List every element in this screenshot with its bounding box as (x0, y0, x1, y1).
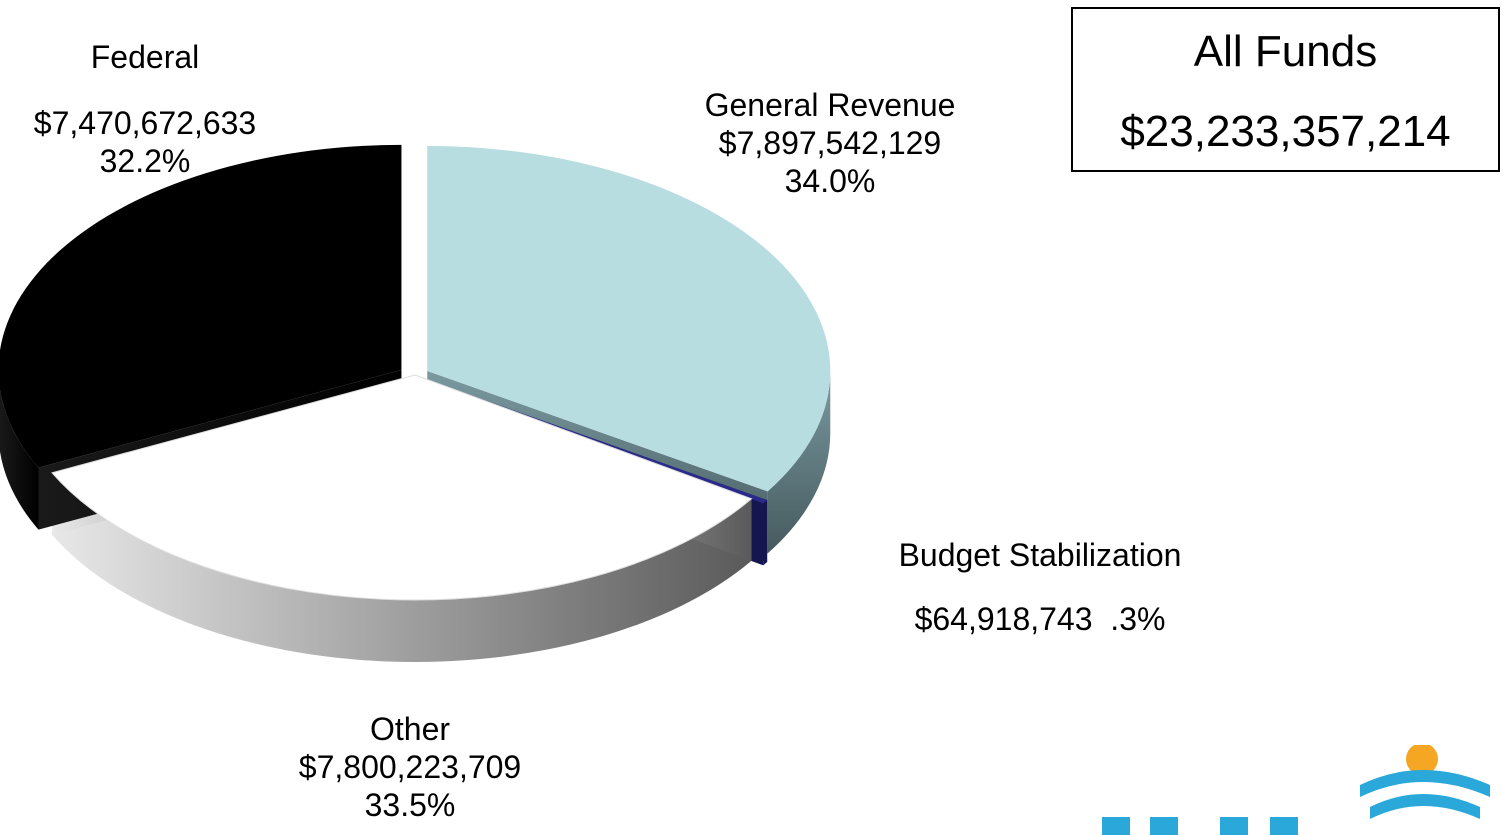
logo-letter-mark-2 (1150, 817, 1178, 835)
pie-side-general-revenue (767, 370, 831, 554)
other-amount: $7,800,223,709 (298, 749, 522, 785)
pie-slice-federal (0, 144, 402, 468)
logo-sun-icon (1406, 745, 1438, 775)
logo-wave-icon (1360, 770, 1490, 797)
logo-letter-mark (1102, 817, 1130, 835)
federal-amount: $7,470,672,633 (33, 105, 257, 141)
organization-logo (1102, 745, 1490, 835)
label-other: Other $7,800,223,709 33.5% (260, 710, 560, 824)
all-funds-value: $23,233,357,214 (1120, 107, 1451, 156)
label-budget-stabilization: Budget Stabilization $64,918,743 .3% (860, 536, 1220, 638)
logo-letter-mark-4 (1270, 817, 1298, 835)
budget-stabilization-values: $64,918,743 .3% (860, 600, 1220, 638)
general-revenue-percent: 34.0% (784, 163, 876, 199)
other-percent: 33.5% (364, 787, 456, 823)
all-funds-title: All Funds (1193, 27, 1378, 76)
pie-slice-general-revenue (427, 145, 831, 492)
budget-stabilization-amount: $64,918,743 (914, 601, 1093, 637)
budget-stabilization-percent: .3% (1110, 601, 1166, 637)
label-federal: Federal $7,470,672,633 32.2% (0, 38, 290, 180)
logo-wave-icon-2 (1370, 794, 1480, 819)
federal-percent: 32.2% (99, 143, 191, 179)
label-general-revenue: General Revenue $7,897,542,129 34.0% (670, 86, 990, 200)
federal-name: Federal (90, 39, 200, 75)
general-revenue-amount: $7,897,542,129 (718, 125, 942, 161)
other-name: Other (369, 711, 451, 747)
all-funds-total-box: All Funds $23,233,357,214 (1071, 7, 1500, 172)
general-revenue-name: General Revenue (704, 87, 956, 123)
pie-slice-other (51, 374, 753, 601)
pie-side-federal (0, 389, 39, 530)
logo-letter-mark-3 (1220, 817, 1248, 835)
pie-side-other (52, 472, 752, 663)
budget-stabilization-name: Budget Stabilization (898, 537, 1182, 573)
